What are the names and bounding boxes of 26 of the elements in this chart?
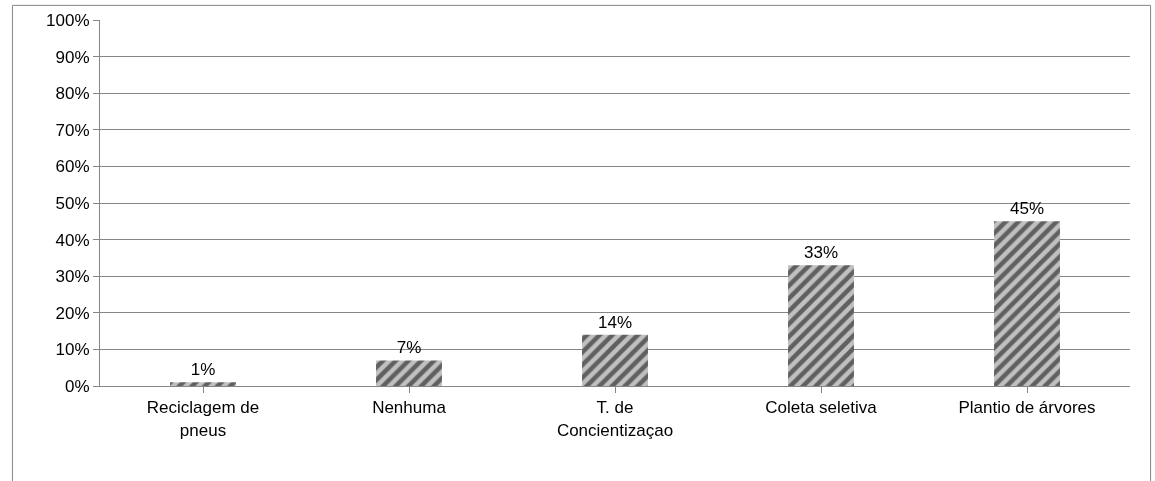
- y-tick-label: 0%: [65, 376, 90, 396]
- y-tick-label: 10%: [55, 340, 90, 360]
- y-tick-label: 20%: [55, 303, 90, 323]
- y-tick-label: 90%: [55, 47, 90, 67]
- y-tick-label: 70%: [55, 120, 90, 140]
- data-label: 33%: [803, 243, 839, 263]
- y-tick-label: 100%: [46, 10, 90, 30]
- x-tick-label: Nenhuma: [372, 398, 447, 418]
- bar: [582, 334, 648, 386]
- data-label: 7%: [396, 338, 422, 358]
- bar: [788, 265, 854, 386]
- data-label: 1%: [190, 360, 216, 380]
- data-label: 45%: [1009, 199, 1045, 219]
- bar: [170, 382, 236, 386]
- x-tick-label: T. de Concientizaçao: [556, 398, 674, 440]
- x-tick-label: Coleta seletiva: [765, 398, 878, 418]
- y-tick-label: 30%: [55, 267, 90, 287]
- bar: [376, 360, 442, 386]
- x-tick-label: Reciclagem de pneus: [146, 398, 260, 440]
- y-tick-label: 80%: [55, 84, 90, 104]
- y-tick-label: 60%: [55, 157, 90, 177]
- data-label: 14%: [597, 312, 633, 332]
- x-tick-label: Plantio de árvores: [958, 398, 1096, 418]
- y-tick-label: 50%: [55, 193, 90, 213]
- y-tick-label: 40%: [55, 230, 90, 250]
- bar: [994, 221, 1060, 386]
